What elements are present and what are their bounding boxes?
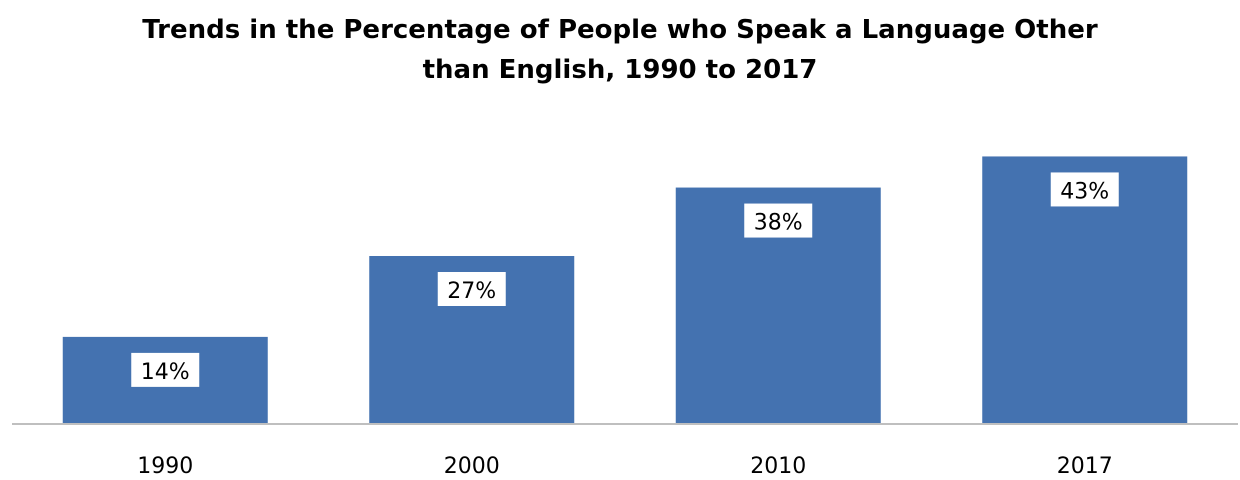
data-label-box-2000 [437,272,506,306]
data-label-1990: 14% [141,360,190,385]
data-label-2017: 43% [1060,179,1109,204]
x-tick-label-2010: 2010 [750,454,806,479]
x-tick-label-2000: 2000 [444,454,500,479]
data-label-box-2017 [1050,172,1119,207]
chart-title-line-1: Trends in the Percentage of People who S… [142,15,1098,45]
x-axis-ticks: 1990 2000 2010 2017 [137,454,1113,479]
data-label-box-2010 [744,203,813,238]
data-label-box-1990 [131,352,200,387]
chart-title: Trends in the Percentage of People who S… [0,10,1240,90]
data-label-2010: 38% [754,211,803,236]
bars-layer: 14% 27% 38% 43% [62,156,1188,424]
x-tick-label-2017: 2017 [1057,454,1113,479]
data-label-2000: 27% [447,279,496,304]
chart-title-line-2: than English, 1990 to 2017 [422,55,818,85]
x-tick-label-1990: 1990 [137,454,193,479]
